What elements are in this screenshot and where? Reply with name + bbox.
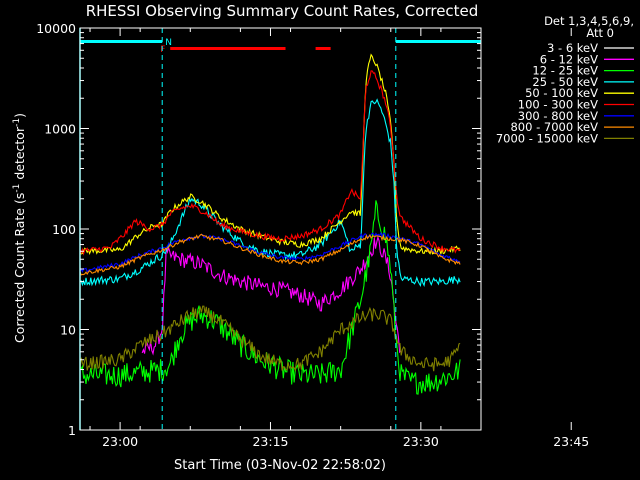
flare-flag-label: F: [160, 45, 165, 55]
night-flag-label: N: [165, 38, 172, 48]
chart-title: RHESSI Observing Summary Count Rates, Co…: [86, 2, 479, 20]
legend-header-line1: Det 1,3,4,5,6,9,: [544, 14, 634, 28]
y-tick-label: 100: [52, 222, 76, 237]
legend-label: 7000 - 15000 keV: [496, 131, 598, 145]
series-line: [79, 305, 461, 372]
axes-group: 23:0023:1523:3023:4500:0000:1500:3011010…: [36, 21, 589, 449]
legend-label: 50 - 100 keV: [525, 86, 598, 100]
legend-label: 3 - 6 keV: [547, 41, 598, 55]
x-tick-label: 23:45: [553, 434, 589, 449]
y-tick-label: 1000: [44, 122, 76, 137]
y-tick-label: 1: [68, 423, 76, 438]
y-axis-label: Corrected Count Rate (s-1 detector-1): [12, 113, 27, 343]
flags-group: NF: [80, 38, 481, 55]
series-line: [79, 233, 461, 276]
legend-header-line2: Att 0: [586, 26, 614, 40]
legend-label: 6 - 12 keV: [540, 52, 598, 66]
y-tick-label: 10000: [36, 21, 76, 36]
x-tick-label: 23:00: [102, 434, 138, 449]
legend-label: 800 - 7000 keV: [510, 120, 598, 134]
series-line: [79, 98, 461, 288]
y-tick-label: 10: [60, 323, 76, 338]
series-line: [141, 235, 402, 356]
legend-label: 100 - 300 keV: [518, 98, 598, 112]
plot-series-group: [79, 53, 461, 410]
legend-label: 25 - 50 keV: [532, 75, 598, 89]
x-axis-label: Start Time (03-Nov-02 22:58:02): [174, 458, 386, 473]
x-tick-label: 23:30: [403, 434, 439, 449]
series-line: [79, 70, 461, 256]
legend-label: 12 - 25 keV: [532, 64, 598, 78]
series-line: [79, 200, 461, 395]
x-tick-label: 23:15: [252, 434, 288, 449]
legend-label: 300 - 800 keV: [518, 109, 598, 123]
